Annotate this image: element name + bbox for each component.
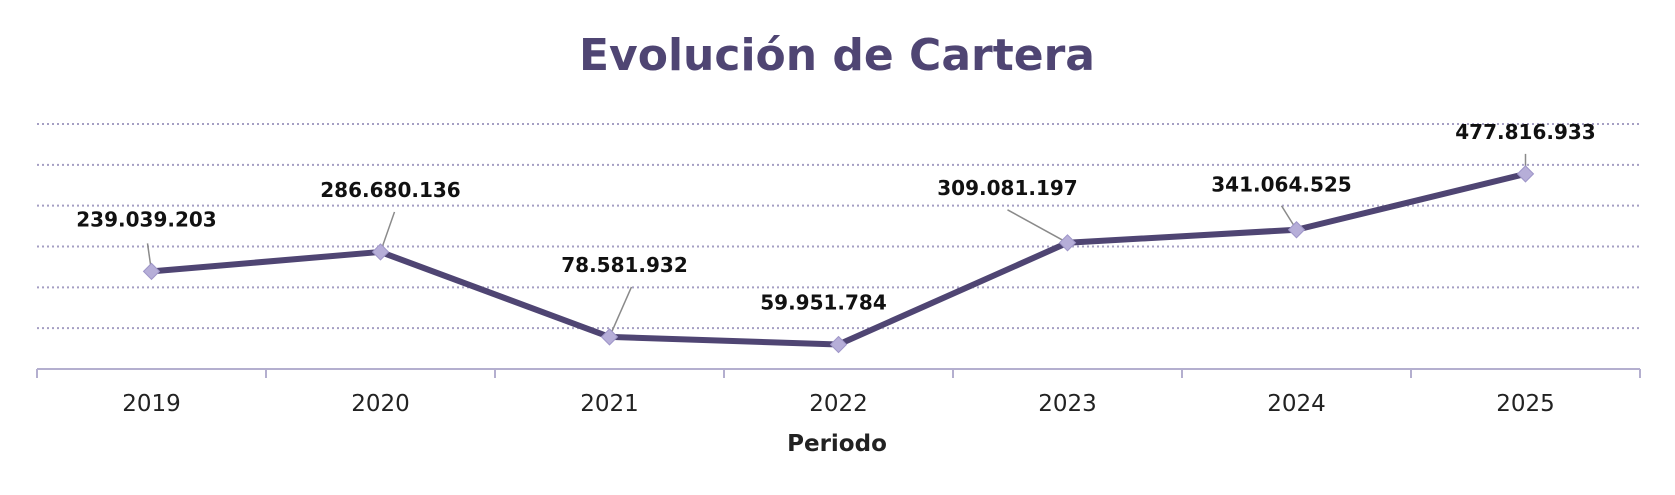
chart-title: Evolución de Cartera	[579, 30, 1095, 81]
x-tick-label: 2023	[1038, 391, 1097, 417]
x-tick-label: 2024	[1267, 391, 1326, 417]
data-label: 341.064.525	[1211, 173, 1351, 197]
x-tick-label: 2021	[580, 391, 639, 417]
x-tick-label: 2020	[351, 391, 410, 417]
data-label: 477.816.933	[1455, 120, 1595, 144]
data-markers	[142, 165, 1535, 354]
data-label: 286.680.136	[320, 178, 460, 202]
leader-line	[608, 286, 633, 338]
data-labels: 239.039.203 286.680.136 78.581.932 59.951.7…	[76, 120, 1595, 315]
x-tick-label: 2022	[809, 391, 868, 417]
x-axis: 2019 2020 2021 2022 2023 2024 2025	[36, 368, 1641, 417]
data-point-marker	[142, 262, 161, 281]
data-point-marker	[600, 328, 619, 346]
data-label: 239.039.203	[76, 207, 216, 231]
data-point-marker	[1287, 221, 1306, 239]
data-point-marker	[1058, 234, 1077, 252]
data-point-marker	[829, 335, 848, 354]
x-tick-label: 2025	[1496, 391, 1555, 417]
data-point-marker	[1516, 165, 1535, 183]
gridlines	[37, 123, 1640, 330]
data-point-marker	[371, 243, 390, 261]
data-label: 59.951.784	[760, 291, 887, 315]
data-label: 78.581.932	[561, 253, 688, 277]
leader-line	[1007, 209, 1068, 244]
leader-line	[379, 211, 396, 253]
x-tick-label: 2019	[122, 391, 181, 417]
data-label: 309.081.197	[937, 176, 1077, 200]
x-axis-label: Periodo	[787, 431, 887, 457]
